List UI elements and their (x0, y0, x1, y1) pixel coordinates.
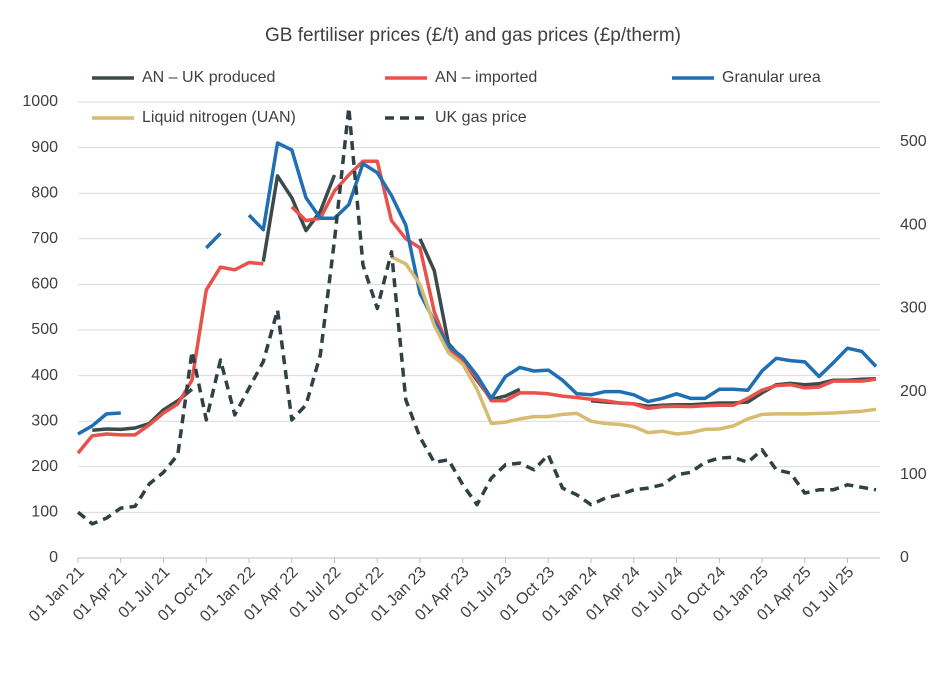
series-line (77, 141, 878, 436)
series-line (390, 255, 877, 436)
chart-title: GB fertiliser prices (£/t) and gas price… (265, 25, 681, 46)
legend-label: Liquid nitrogen (UAN) (142, 109, 296, 126)
y-tick-label: 100 (31, 504, 58, 521)
y-tick-label: 400 (31, 367, 58, 384)
y2-tick-label: 400 (900, 216, 927, 233)
y-tick-label: 900 (31, 139, 58, 156)
series-line (76, 106, 877, 526)
y-tick-label: 700 (31, 230, 58, 247)
y-tick-label: 200 (31, 458, 58, 475)
legend-label: AN – imported (435, 69, 537, 86)
y2-tick-label: 100 (900, 466, 927, 483)
y-tick-label: 0 (49, 549, 58, 566)
y-tick-label: 800 (31, 184, 58, 201)
y-tick-label: 1000 (22, 93, 58, 110)
legend-label: UK gas price (435, 109, 527, 126)
y2-tick-label: 300 (900, 300, 927, 317)
y-tick-label: 500 (31, 321, 58, 338)
series-line (76, 159, 877, 455)
y-tick-label: 300 (31, 412, 58, 429)
y-tick-label: 600 (31, 276, 58, 293)
y2-tick-label: 500 (900, 133, 927, 150)
y2-tick-label: 200 (900, 383, 927, 400)
legend-label: AN – UK produced (142, 69, 275, 86)
legend-label: Granular urea (722, 69, 821, 86)
y2-tick-label: 0 (900, 549, 909, 566)
